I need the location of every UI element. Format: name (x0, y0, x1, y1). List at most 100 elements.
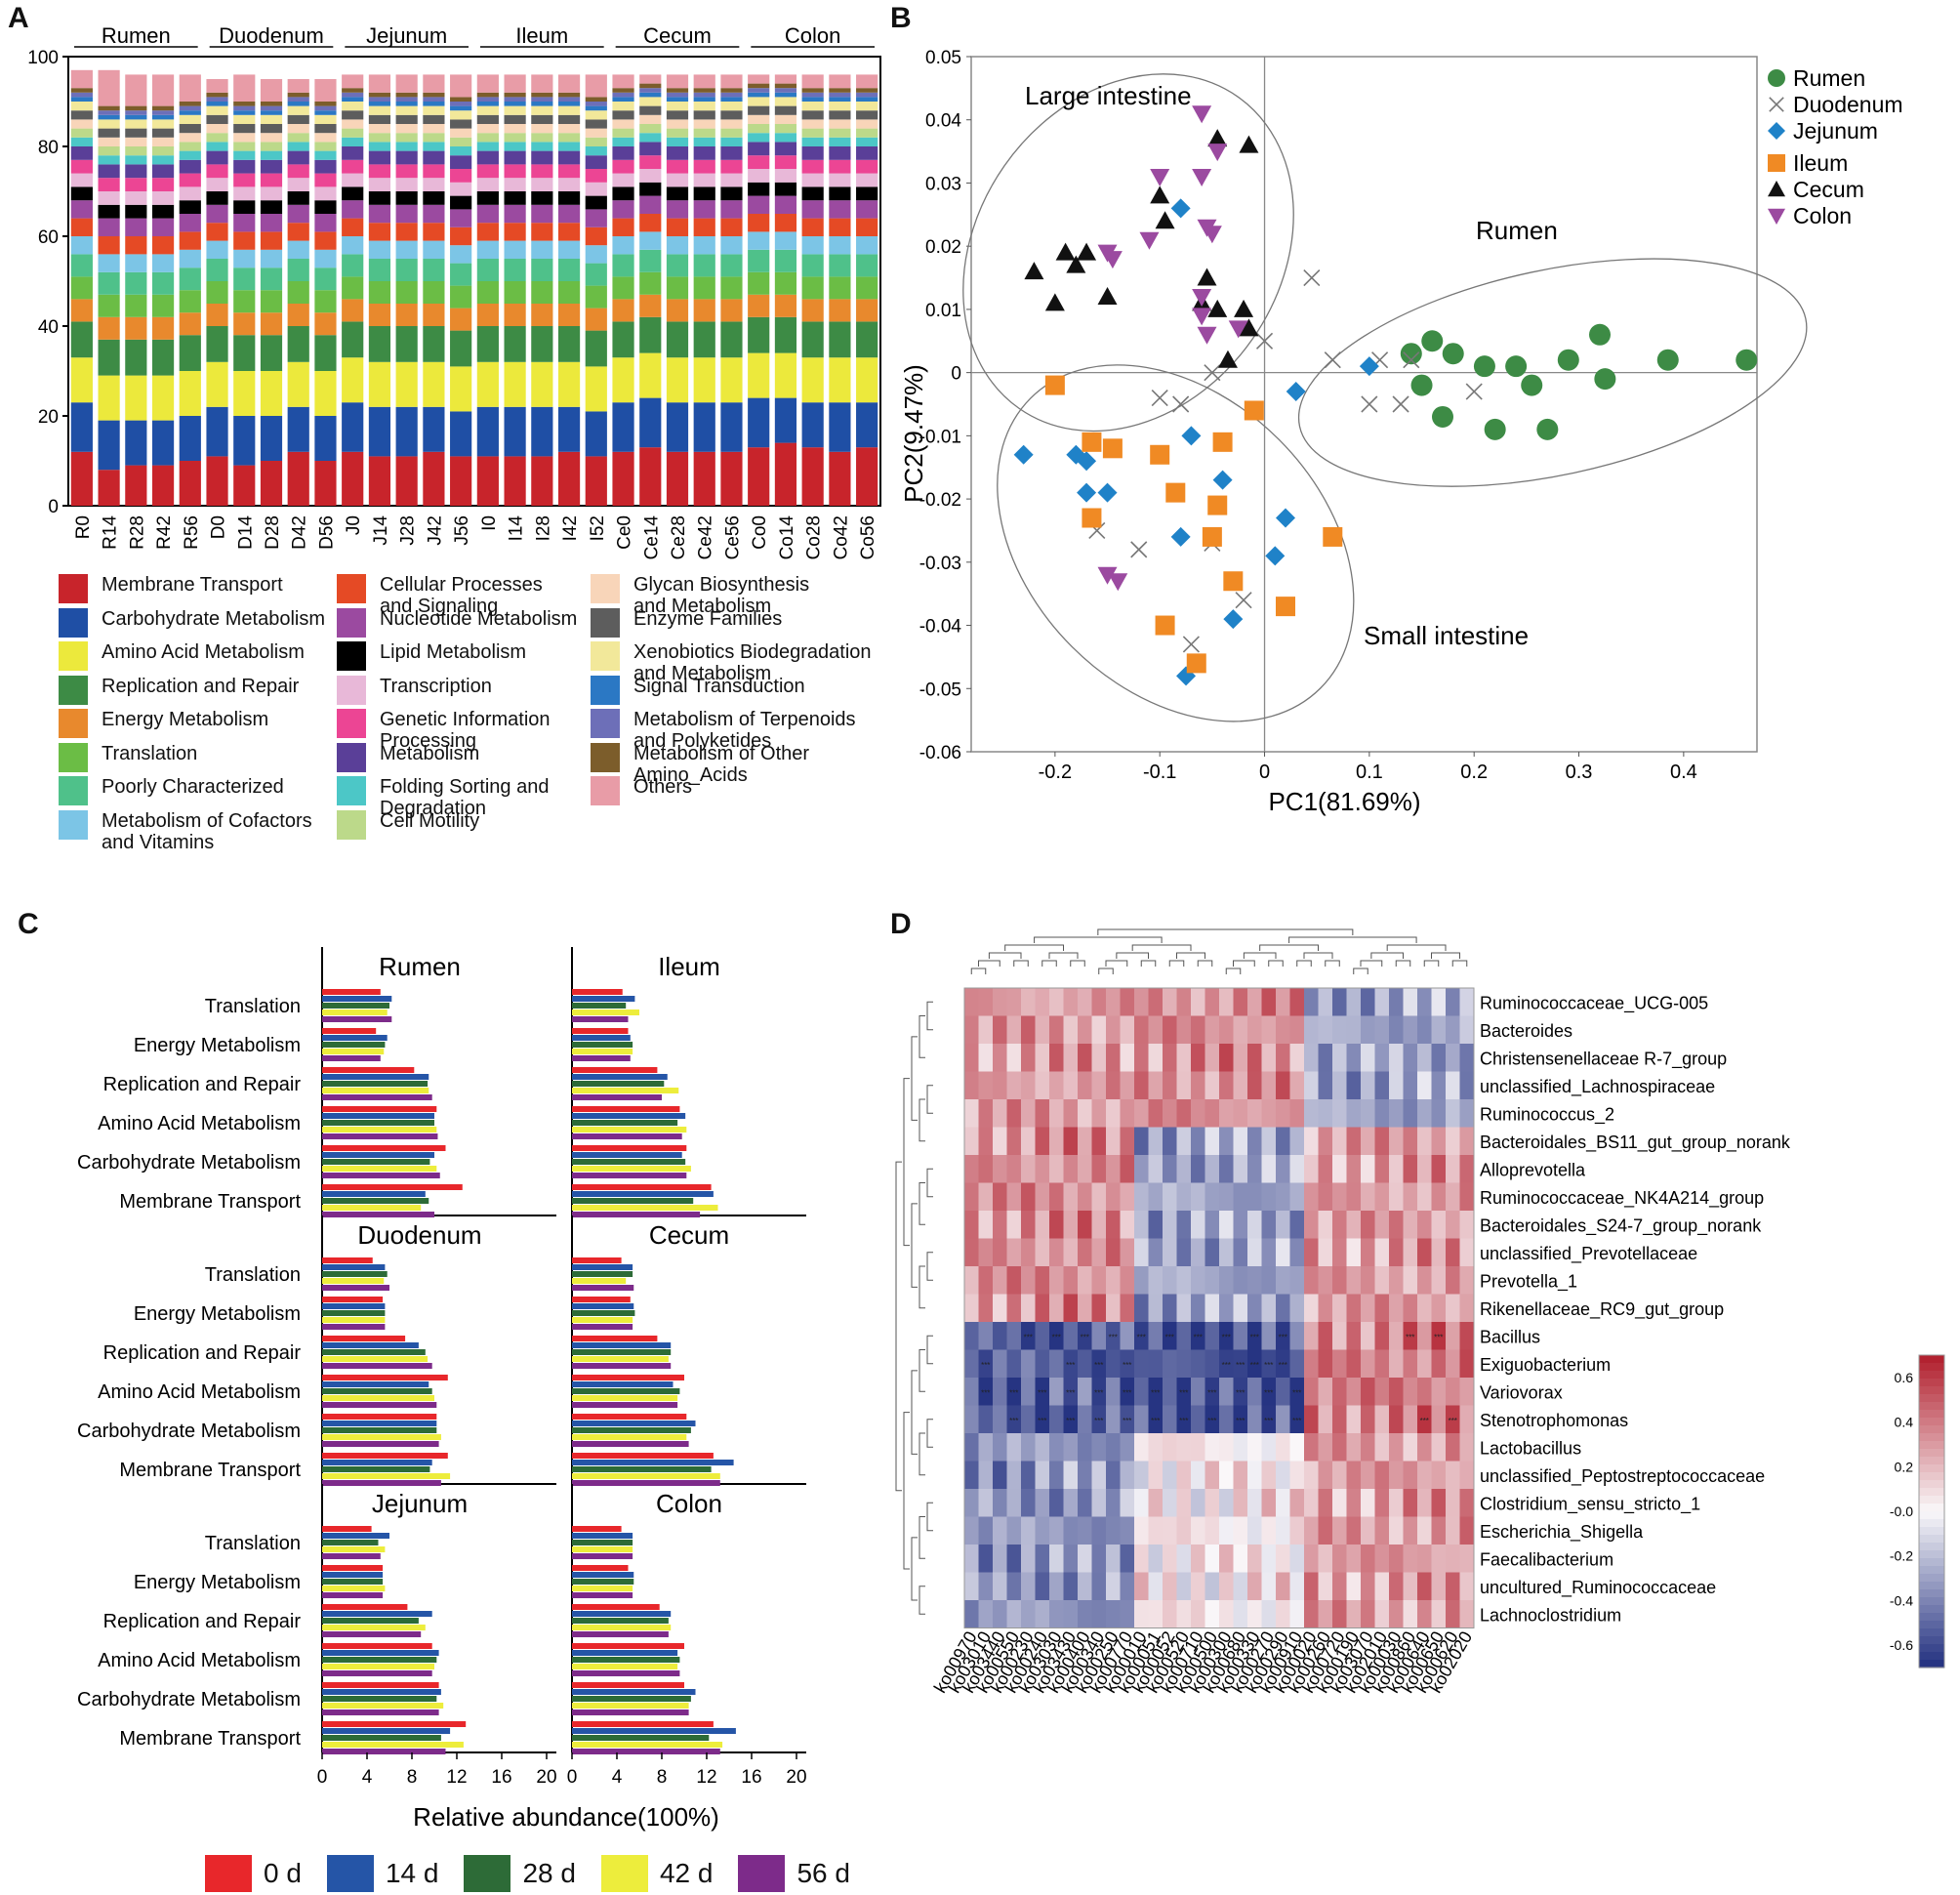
bar-segment-xenobiotics-biodegradation-and-metabolism (342, 102, 364, 111)
bar-segment-metabolism (612, 146, 634, 160)
bar-segment-membrane-transport (639, 447, 662, 506)
heatmap-cell (1289, 1099, 1305, 1128)
bar-segment-xenobiotics-biodegradation-and-metabolism (639, 97, 662, 106)
heatmap-cell (1459, 1155, 1475, 1183)
bar-segment-signal-transduction (314, 110, 337, 115)
point-ileum (1102, 438, 1123, 459)
bar-segment-folding-sorting-and-degradation (801, 137, 824, 146)
bar-segment-amino-acid-metabolism (423, 361, 445, 407)
significance-mark: *** (1292, 1417, 1301, 1425)
bar-0-d (322, 1721, 467, 1727)
bar-14-d (572, 1460, 734, 1465)
heatmap-cell (1304, 1015, 1319, 1045)
heatmap-cell (1431, 1349, 1447, 1379)
heatmap-cell (1403, 1071, 1418, 1100)
heatmap-cell (1021, 1405, 1036, 1434)
row-dendrogram-branch (919, 1015, 925, 1058)
bar-segment-lipid-metabolism (450, 195, 472, 210)
heatmap-cell (993, 1266, 1007, 1295)
heatmap-cell (1417, 1545, 1432, 1573)
bar-segment-folding-sorting-and-degradation (504, 142, 526, 151)
heatmap-cell (1091, 1572, 1107, 1601)
bar-segment-transcription (423, 178, 445, 191)
heatmap-cell (1417, 1127, 1432, 1156)
bar-segment-poorly-characterized (504, 259, 526, 281)
heatmap-cell (1374, 1294, 1390, 1323)
bar-segment-carbohydrate-metabolism (720, 402, 743, 452)
bar-28-d (322, 1159, 430, 1165)
heatmap-cell (1106, 1572, 1121, 1601)
bar-segment-metabolism-of-cofactors-and-vitamins (260, 249, 283, 268)
heatmap-cell (1332, 1349, 1347, 1379)
row-label: Ruminococcaceae_NK4A214_group (1480, 1188, 1764, 1209)
legend-item-poorly-characterized: Poorly Characterized (59, 776, 342, 805)
heatmap-cell (1163, 1294, 1177, 1323)
bar-segment-enzyme-families (720, 110, 743, 120)
bar-segment-replication-and-repair (151, 339, 175, 376)
row-label: unclassified_Prevotellaceae (1480, 1244, 1697, 1264)
heatmap-cell (1304, 1349, 1319, 1379)
bar-segment-metabolism-of-terpenoids-and-polyketides (70, 92, 93, 98)
bar-segment-metabolism (70, 146, 93, 160)
row-dendrogram-branch (919, 1098, 925, 1142)
bar-14-d (322, 1460, 432, 1465)
heatmap-cell (1006, 1489, 1022, 1517)
point-ileum (1276, 597, 1295, 617)
heatmap-cell (1361, 1489, 1375, 1517)
cluster-ellipse-small-intestine (997, 364, 1355, 722)
legend-item-translation: Translation (59, 742, 342, 772)
bar-segment-carbohydrate-metabolism (774, 397, 797, 443)
bar-segment-cell-motility (666, 128, 689, 138)
heatmap-cell (1205, 1600, 1220, 1628)
heatmap-cell (1374, 988, 1390, 1016)
bar-segment-metabolism-of-terpenoids-and-polyketides (342, 92, 364, 98)
heatmap-cell (1332, 1071, 1347, 1100)
heatmap-cell (1276, 1294, 1290, 1323)
heatmap-cell (1205, 1349, 1220, 1379)
heatmap-cell (1247, 1099, 1262, 1128)
bar-28-d (572, 1466, 712, 1472)
bar-42-d (322, 1625, 426, 1630)
legend-label: Cell Motility (380, 809, 480, 832)
heatmap-cell (1247, 1405, 1262, 1434)
legend-swatch (59, 607, 88, 638)
bar-segment-nucleotide-metabolism (206, 204, 228, 224)
bar-0-d (572, 1336, 658, 1341)
heatmap-cell (1247, 1572, 1262, 1601)
bar-segment-metabolism-of-other-amino-acids (98, 105, 120, 111)
heatmap-cell (1374, 1099, 1390, 1128)
heatmap-cell (1205, 988, 1220, 1016)
bar-segment-energy-metabolism (233, 312, 256, 336)
heatmap-cell (978, 1600, 994, 1628)
heatmap-cell (1021, 1349, 1036, 1379)
heatmap-cell (1134, 1266, 1149, 1295)
bar-segment-translation (504, 281, 526, 304)
heatmap-cell (1091, 1155, 1107, 1183)
category-label-translation: Translation (205, 996, 301, 1017)
bar-segment-metabolism-of-terpenoids-and-polyketides (260, 105, 283, 111)
bar-segment-enzyme-families (179, 124, 201, 134)
heatmap-cell (1389, 1266, 1404, 1295)
bar-segment-cellular-processes-and-signaling (179, 231, 201, 250)
point-ileum (1244, 400, 1264, 421)
bar-segment-xenobiotics-biodegradation-and-metabolism (720, 102, 743, 111)
heatmap-cell (1063, 1238, 1079, 1267)
bar-segment-replication-and-repair (639, 316, 662, 353)
point-jejunum (1212, 470, 1233, 490)
heatmap-cell (1431, 1099, 1447, 1128)
bar-segment-glycan-biosynthesis-and-metabolism (260, 133, 283, 143)
heatmap-cell (1063, 1155, 1079, 1183)
bar-segment-genetic-information-processing (639, 155, 662, 169)
bar-segment-membrane-transport (829, 451, 851, 506)
bar-segment-cellular-processes-and-signaling (70, 218, 93, 236)
heatmap-cell (1176, 1489, 1192, 1517)
bar-segment-metabolism-of-other-amino-acids (314, 102, 337, 106)
heatmap-cell (1176, 1099, 1192, 1128)
bar-segment-transcription (476, 178, 499, 191)
heatmap-cell (1233, 1516, 1248, 1545)
bar-0-d (322, 1257, 373, 1263)
heatmap-cell (1176, 1516, 1192, 1545)
bar-segment-metabolism-of-terpenoids-and-polyketides (206, 97, 228, 102)
point-duodenum (1303, 268, 1321, 287)
bar-segment-energy-metabolism (666, 299, 689, 322)
